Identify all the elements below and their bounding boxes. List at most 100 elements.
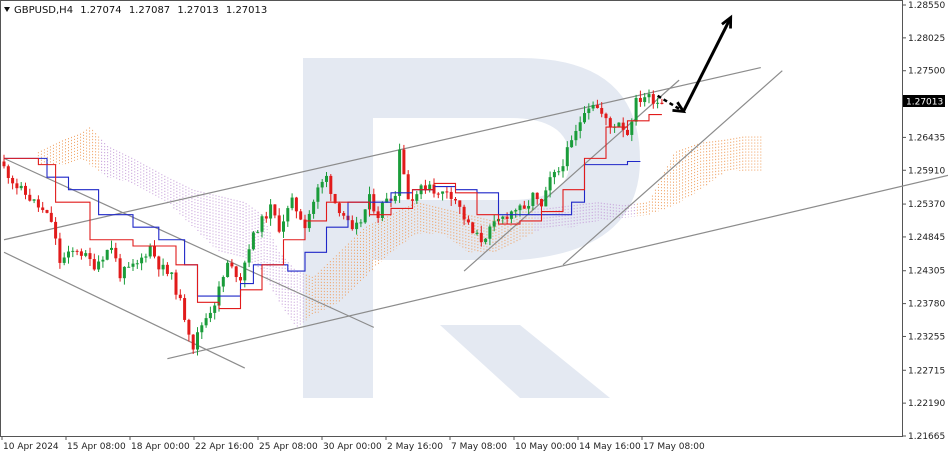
candle bbox=[656, 97, 660, 109]
x-tick-label: 25 Apr 08:00 bbox=[259, 442, 318, 452]
forecast-rise-head bbox=[721, 14, 733, 29]
forecast-dip-leg bbox=[656, 94, 685, 113]
candle bbox=[269, 199, 273, 226]
candle bbox=[75, 249, 79, 256]
candle bbox=[660, 98, 664, 105]
y-tick-label: 1.24845 bbox=[908, 233, 945, 243]
candle bbox=[600, 102, 604, 118]
candle bbox=[402, 144, 406, 175]
candle bbox=[638, 90, 642, 107]
candle bbox=[71, 247, 75, 258]
channel-line-falling-bottom[interactable] bbox=[3, 251, 246, 369]
candle bbox=[294, 196, 298, 219]
candle bbox=[19, 182, 23, 191]
forecast-arrow bbox=[656, 14, 733, 114]
y-tick-label: 1.25910 bbox=[908, 166, 945, 176]
x-tick-label: 14 May 16:00 bbox=[579, 442, 641, 452]
candle bbox=[441, 191, 445, 201]
candle bbox=[6, 164, 10, 184]
candle bbox=[535, 192, 539, 205]
candle bbox=[479, 225, 483, 247]
channel-line-steep-bottom[interactable] bbox=[562, 70, 783, 266]
channel-line-steep-top[interactable] bbox=[463, 79, 680, 272]
candle bbox=[28, 188, 32, 202]
y-axis: 1.28550 1.28025 1.27500 1.26435 1.25910 1.253… bbox=[902, 1, 945, 442]
candle bbox=[342, 211, 346, 220]
candle bbox=[183, 294, 187, 323]
candle bbox=[540, 198, 543, 213]
header-low: 1.27013 bbox=[177, 5, 218, 16]
candle bbox=[552, 169, 556, 185]
x-tick-label: 10 May 00:00 bbox=[515, 442, 577, 452]
svg-text:GBPUSD,H4 1.27074: GBPUSD,H4 1.27074 1.27087 1.27013 1.2701… bbox=[14, 5, 267, 16]
candle bbox=[213, 302, 217, 320]
header-high: 1.27087 bbox=[129, 5, 170, 16]
candle bbox=[350, 215, 354, 231]
channel-line-falling-top[interactable] bbox=[3, 157, 375, 328]
x-tick-label: 15 Apr 08:00 bbox=[67, 442, 126, 452]
x-tick-label: 18 Apr 00:00 bbox=[131, 442, 190, 452]
y-tick-label: 1.28550 bbox=[908, 1, 945, 11]
forecast-dip-head bbox=[672, 101, 687, 114]
candle bbox=[97, 255, 101, 273]
y-tick-label: 1.25370 bbox=[908, 200, 945, 210]
tenkan-line bbox=[4, 114, 662, 310]
candle bbox=[230, 259, 234, 269]
channel-line-upper-rising[interactable] bbox=[3, 67, 761, 241]
x-tick-label: 30 Apr 00:00 bbox=[323, 442, 382, 452]
candle bbox=[587, 103, 591, 120]
candles bbox=[2, 89, 664, 356]
candle bbox=[492, 214, 496, 232]
y-tick-label: 1.21665 bbox=[908, 432, 945, 442]
candle bbox=[196, 327, 199, 356]
candle bbox=[41, 201, 45, 213]
channel-line-lower-rising[interactable] bbox=[167, 171, 948, 360]
candle bbox=[380, 201, 384, 222]
candle bbox=[595, 99, 599, 109]
candle bbox=[165, 262, 169, 277]
candle bbox=[329, 174, 333, 202]
candle bbox=[277, 208, 281, 234]
candle bbox=[264, 211, 268, 223]
forecast-rise-leg bbox=[682, 16, 733, 113]
candle bbox=[32, 199, 36, 204]
candle bbox=[299, 208, 303, 221]
candle bbox=[385, 192, 389, 203]
candle bbox=[174, 269, 178, 300]
candle bbox=[84, 250, 88, 258]
candle bbox=[251, 231, 255, 251]
candle bbox=[583, 106, 586, 124]
candle bbox=[316, 184, 320, 209]
candle bbox=[531, 191, 535, 211]
candle bbox=[200, 322, 204, 339]
candle bbox=[15, 178, 19, 195]
candle bbox=[445, 186, 449, 199]
candle bbox=[234, 265, 238, 283]
candle bbox=[256, 230, 260, 234]
candle bbox=[325, 172, 328, 188]
candle bbox=[578, 116, 582, 139]
candle bbox=[630, 118, 634, 142]
logo-watermark bbox=[303, 58, 640, 398]
candle bbox=[643, 92, 647, 107]
candle bbox=[574, 124, 578, 146]
candle bbox=[557, 167, 561, 176]
candle bbox=[290, 193, 294, 211]
y-tick-label: 1.22190 bbox=[908, 399, 945, 409]
candle bbox=[458, 200, 462, 215]
candle bbox=[191, 334, 195, 355]
candle bbox=[363, 209, 367, 224]
candle bbox=[260, 214, 264, 238]
candle bbox=[484, 237, 488, 245]
candle bbox=[428, 180, 432, 193]
candle bbox=[178, 289, 182, 301]
candle bbox=[561, 159, 565, 178]
candle bbox=[88, 247, 92, 267]
candle bbox=[462, 204, 466, 226]
dropdown-triangle-icon[interactable] bbox=[4, 7, 10, 12]
candle bbox=[312, 199, 316, 219]
candle bbox=[604, 112, 608, 126]
ichimoku-cloud bbox=[37, 127, 762, 327]
candle bbox=[247, 244, 251, 268]
